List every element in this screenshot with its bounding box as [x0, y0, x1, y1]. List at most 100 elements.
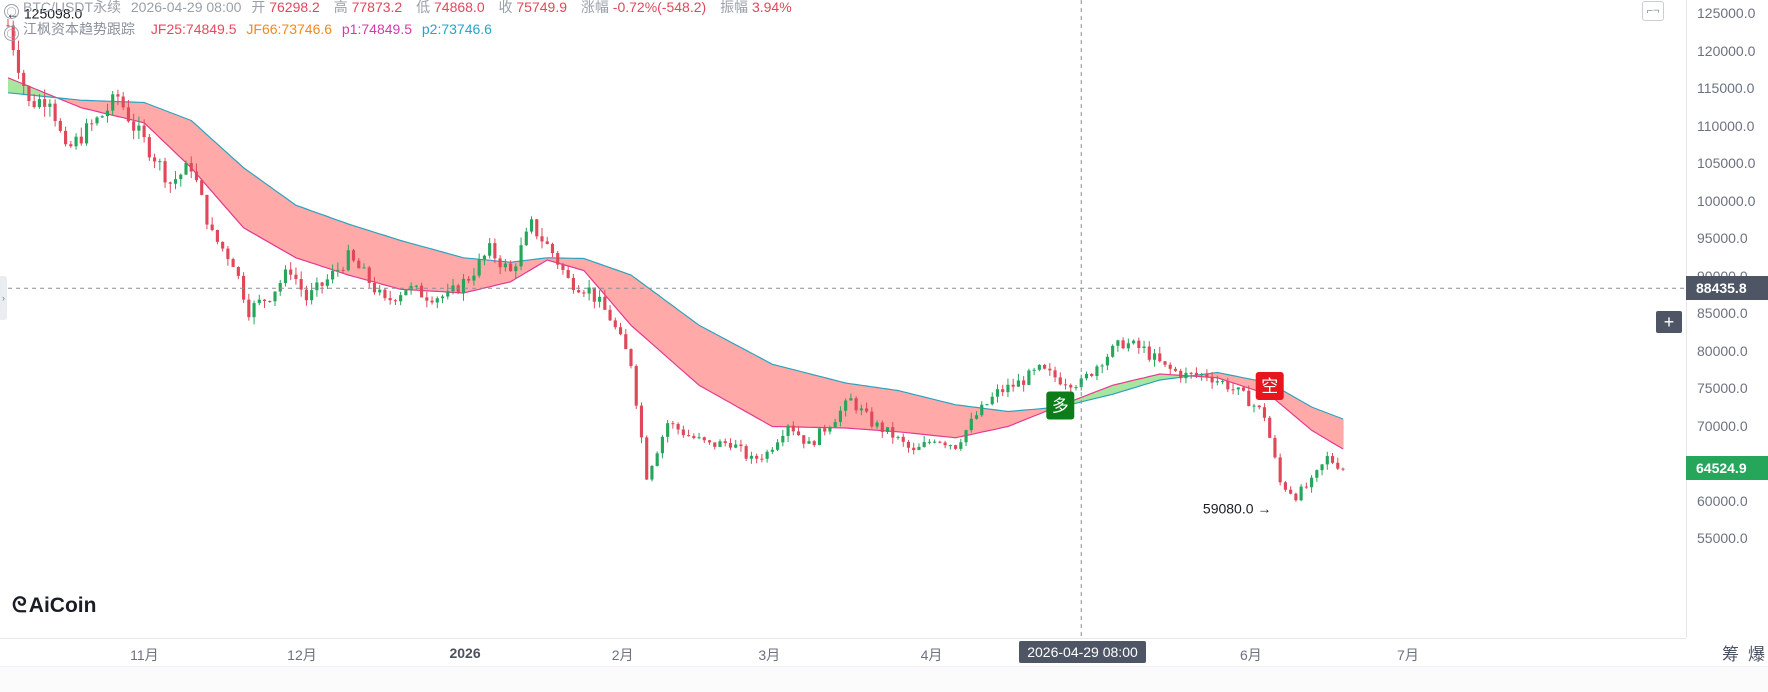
- candle-body: [817, 428, 822, 446]
- band-segment: [379, 233, 386, 285]
- visibility-icon[interactable]: ◯: [4, 4, 19, 19]
- candle-body: [6, 25, 10, 27]
- band-segment: [672, 305, 679, 367]
- band-segment: [568, 258, 575, 268]
- candle-body: [1132, 340, 1136, 344]
- band-segment: [1039, 408, 1046, 414]
- band-segment: [421, 246, 428, 291]
- band-segment: [997, 410, 1004, 429]
- liquidation-button[interactable]: 爆: [1748, 645, 1765, 664]
- band-segment: [1332, 415, 1339, 446]
- candle-body: [556, 253, 560, 265]
- band-segment: [468, 258, 475, 292]
- candle-body: [1095, 366, 1099, 376]
- candle-body: [1079, 378, 1083, 388]
- price-tick-label: 60000.0: [1697, 492, 1748, 509]
- band-segment: [243, 167, 250, 231]
- band-segment: [254, 175, 260, 237]
- candle-body: [608, 309, 612, 321]
- candle-body: [587, 287, 591, 294]
- candle-body: [613, 320, 617, 328]
- candle-body: [461, 278, 466, 294]
- band-segment: [1222, 373, 1229, 382]
- candle-body: [1105, 356, 1109, 366]
- candle-body: [1283, 482, 1287, 490]
- band-segment: [159, 108, 166, 143]
- candle-body: [943, 442, 947, 446]
- candle-body: [1100, 365, 1104, 367]
- candle-body: [828, 427, 832, 432]
- candle-body: [1074, 387, 1078, 389]
- candle-body: [304, 289, 308, 301]
- candle-body: [1310, 477, 1314, 488]
- candle-body: [283, 269, 288, 284]
- candle-body: [1189, 372, 1193, 374]
- visibility-icon[interactable]: ◯: [4, 26, 19, 41]
- candle-body: [1111, 345, 1115, 357]
- candle-body: [1294, 493, 1298, 501]
- candle-body: [618, 327, 623, 335]
- band-segment: [625, 273, 632, 326]
- time-tick-label: 11月: [130, 647, 159, 663]
- candle-body: [702, 437, 706, 441]
- candle-body: [1022, 380, 1026, 385]
- band-segment: [740, 347, 747, 412]
- candle-body: [660, 436, 664, 454]
- band-segment: [1133, 379, 1140, 388]
- fullscreen-icon[interactable]: ⌐¬: [1642, 1, 1664, 21]
- candle-body: [1168, 364, 1172, 369]
- p1-value: p1:74849.5: [341, 21, 412, 37]
- band-segment: [667, 302, 674, 363]
- candle-body: [959, 442, 963, 449]
- candle-body: [1315, 470, 1319, 478]
- candle-body: [1032, 369, 1036, 371]
- collapse-handle-icon[interactable]: ›: [0, 276, 7, 320]
- band-segment: [793, 369, 800, 428]
- add-alert-plus-icon[interactable]: +: [1656, 311, 1682, 333]
- short-signal-label: 空: [1261, 377, 1278, 397]
- candle-body: [807, 441, 811, 444]
- band-segment: [311, 210, 318, 265]
- band-segment: [275, 190, 281, 249]
- candle-body: [655, 453, 659, 466]
- candlestick-chart[interactable]: 多 空 ← 125098.0 59080.0 →: [0, 0, 1686, 638]
- band-segment: [264, 182, 271, 243]
- candle-body: [922, 442, 926, 447]
- chart-area[interactable]: 多 空 ← 125098.0 59080.0 → ◯ BTC/USDT永续 2026-0…: [0, 0, 1686, 638]
- candle-body: [974, 415, 979, 419]
- candle-body: [488, 243, 492, 256]
- candle-body: [268, 301, 272, 303]
- candle-body: [116, 94, 120, 97]
- band-segment: [390, 237, 397, 288]
- candle-body: [1006, 384, 1010, 393]
- band-segment: [772, 364, 779, 427]
- candle-body: [954, 445, 958, 449]
- band-segment: [934, 399, 941, 437]
- candle-body: [372, 283, 377, 293]
- price-axis[interactable]: 125000.0 120000.0 115000.0 110000.0 105000.0…: [1686, 0, 1768, 638]
- candle-body: [1069, 384, 1073, 388]
- candle-body: [624, 334, 628, 350]
- band-segment: [730, 341, 737, 406]
- time-axis[interactable]: 11月 12月 2026 2月 3月 4月 6月 7月: [0, 638, 1686, 667]
- high-value: 77873.2: [351, 0, 403, 15]
- candle-body: [320, 282, 324, 286]
- aicoin-logo: ᘓAiCoin: [12, 594, 97, 617]
- band-segment: [13, 79, 20, 94]
- band-segment: [735, 344, 742, 409]
- candle-body: [603, 296, 607, 310]
- candle-body: [728, 443, 733, 448]
- band-segment: [1123, 381, 1129, 392]
- time-tick-label: 3月: [758, 647, 781, 663]
- jf66-value: JF66:73746.6: [246, 21, 333, 37]
- band-segment: [725, 339, 732, 403]
- chips-button[interactable]: 筹: [1722, 645, 1739, 664]
- candle-body: [980, 404, 984, 416]
- band-segment: [405, 241, 412, 290]
- band-segment: [1238, 376, 1245, 387]
- change-value: -0.72%(-548.2): [612, 0, 707, 15]
- candle-body: [278, 283, 282, 292]
- candle-body: [927, 441, 931, 443]
- candle-body: [236, 267, 240, 276]
- band-segment: [8, 77, 14, 94]
